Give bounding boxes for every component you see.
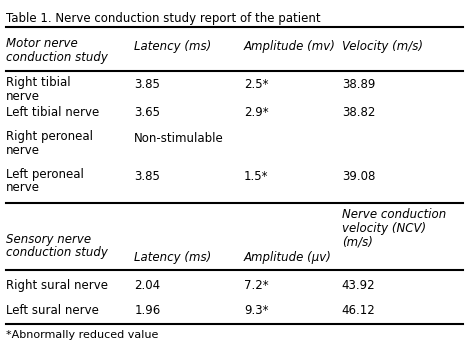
Text: conduction study: conduction study — [6, 246, 108, 259]
Text: conduction study: conduction study — [6, 51, 108, 64]
Text: velocity (NCV): velocity (NCV) — [342, 222, 426, 235]
Text: Nerve conduction: Nerve conduction — [342, 208, 446, 221]
Text: Left sural nerve: Left sural nerve — [6, 304, 99, 317]
Text: nerve: nerve — [6, 89, 40, 103]
Text: 1.5*: 1.5* — [244, 170, 268, 183]
Text: 9.3*: 9.3* — [244, 304, 268, 317]
Text: 3.85: 3.85 — [134, 78, 160, 91]
Text: Latency (ms): Latency (ms) — [134, 251, 211, 264]
Text: 3.85: 3.85 — [134, 170, 160, 183]
Text: Right peroneal: Right peroneal — [6, 130, 93, 143]
Text: 38.89: 38.89 — [342, 78, 375, 91]
Text: 7.2*: 7.2* — [244, 279, 268, 292]
Text: Amplitude (μv): Amplitude (μv) — [244, 251, 332, 264]
Text: nerve: nerve — [6, 144, 40, 157]
Text: nerve: nerve — [6, 181, 40, 194]
Text: Left peroneal: Left peroneal — [6, 168, 84, 181]
Text: 38.82: 38.82 — [342, 106, 375, 119]
Text: Velocity (m/s): Velocity (m/s) — [342, 40, 423, 53]
Text: 1.96: 1.96 — [134, 304, 161, 317]
Text: *Abnormally reduced value: *Abnormally reduced value — [6, 330, 158, 340]
Text: Latency (ms): Latency (ms) — [134, 40, 211, 53]
Text: 46.12: 46.12 — [342, 304, 375, 317]
Text: 2.9*: 2.9* — [244, 106, 268, 119]
Text: Table 1. Nerve conduction study report of the patient: Table 1. Nerve conduction study report o… — [6, 12, 321, 24]
Text: Motor nerve: Motor nerve — [6, 37, 78, 50]
Text: Sensory nerve: Sensory nerve — [6, 233, 91, 246]
Text: Non-stimulable: Non-stimulable — [134, 132, 224, 145]
Text: Right sural nerve: Right sural nerve — [6, 279, 108, 292]
Text: Left tibial nerve: Left tibial nerve — [6, 106, 99, 119]
Text: 39.08: 39.08 — [342, 170, 375, 183]
Text: 3.65: 3.65 — [134, 106, 160, 119]
Text: 43.92: 43.92 — [342, 279, 375, 292]
Text: 2.04: 2.04 — [134, 279, 160, 292]
Text: Amplitude (mv): Amplitude (mv) — [244, 40, 336, 53]
Text: Right tibial: Right tibial — [6, 76, 71, 89]
Text: 2.5*: 2.5* — [244, 78, 268, 91]
Text: (m/s): (m/s) — [342, 235, 373, 248]
